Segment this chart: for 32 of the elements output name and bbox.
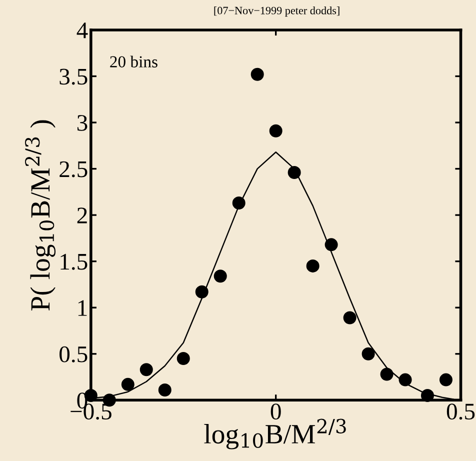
y-tick-label: 0.5 — [60, 346, 88, 362]
point — [324, 238, 338, 252]
point — [232, 196, 246, 210]
point — [420, 389, 434, 402]
y-axis-title: P( log$_{10}$B/M$^{2/3}$ ) — [25, 120, 56, 311]
point — [306, 259, 320, 272]
point — [269, 124, 282, 138]
point — [439, 373, 452, 386]
point — [158, 383, 172, 396]
point — [288, 166, 301, 179]
y-tick-label: 4 — [76, 22, 88, 38]
x-tick-label: 0.5 — [446, 404, 475, 420]
x-axis-title: log$_{10}$B/M$^{2/3}$ — [204, 418, 346, 450]
point — [214, 270, 227, 283]
y-tick-label: 3.5 — [60, 68, 88, 85]
point — [121, 378, 134, 391]
point — [362, 347, 375, 360]
point — [195, 285, 208, 298]
x-tick-label: 0 — [270, 404, 281, 420]
point — [176, 352, 190, 366]
y-tick-label: 1 — [78, 300, 87, 316]
y-tick-label: 3 — [77, 115, 88, 131]
point — [250, 68, 264, 81]
y-tick-label: 1.5 — [60, 254, 88, 270]
point — [398, 373, 412, 386]
text: [07−Nov−1999 peter dodds] — [214, 6, 340, 17]
y-tick-label: 2 — [77, 208, 87, 224]
point — [140, 363, 153, 376]
y-tick-label: 2.5 — [60, 161, 88, 178]
point — [380, 368, 394, 381]
annotation: 20 bins — [110, 56, 158, 68]
point — [343, 311, 356, 324]
